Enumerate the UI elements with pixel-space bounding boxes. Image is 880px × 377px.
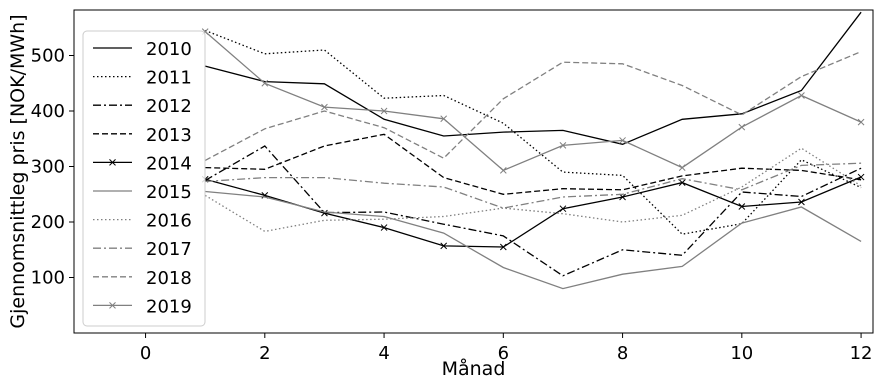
ticks-layer: 0 2 4 6 8 10 12 100 200 300 400 500 (31, 46, 873, 364)
data-point-2019 (321, 103, 328, 111)
data-point-2014 (380, 224, 388, 231)
data-point-2014 (499, 243, 507, 251)
legend-label: 2017 (146, 239, 192, 260)
series-line-2011 (204, 29, 862, 235)
legend-entry: 2012 (93, 96, 192, 117)
y-tick-label: 100 (31, 268, 65, 289)
data-point-2019 (559, 142, 567, 149)
series-line-2019 (204, 31, 862, 172)
x-tick-label: 8 (617, 343, 628, 364)
series-line-2018 (204, 51, 862, 161)
data-point-2019 (798, 92, 805, 99)
legend-label: 2016 (146, 211, 192, 232)
series-line-2010 (205, 11, 862, 145)
series-line-2016 (204, 147, 862, 233)
x-tick-label: 6 (498, 343, 509, 364)
legend-entry: 2011 (93, 68, 192, 89)
series-layer (201, 11, 865, 290)
data-point-2019 (261, 79, 269, 87)
series-line-2012 (204, 145, 862, 277)
legend-label: 2015 (146, 182, 192, 203)
x-tick-label: 4 (378, 343, 389, 364)
y-tick-label: 200 (31, 212, 65, 233)
legend: 2010 2011 2012 2013 2014 2015 2016 2017 2018 2019 (82, 30, 206, 327)
legend-entry: 2018 (93, 268, 192, 289)
legend-marker (109, 302, 116, 309)
legend-label: 2012 (146, 96, 192, 117)
x-tick-label: 10 (730, 343, 753, 364)
data-point-2014 (559, 205, 567, 213)
legend-entry: 2014 (93, 153, 192, 174)
legend-label: 2014 (146, 153, 192, 174)
data-point-2019 (440, 115, 448, 123)
series-line-2013 (205, 133, 862, 195)
data-point-2019 (380, 107, 388, 115)
plot-area-frame (73, 9, 874, 334)
x-tick-label: 0 (140, 343, 151, 364)
data-point-2019 (619, 137, 626, 144)
data-point-2014 (857, 173, 865, 181)
legend-marker (109, 159, 116, 166)
data-point-2019 (738, 123, 746, 131)
data-point-2014 (738, 203, 746, 210)
legend-label: 2011 (146, 68, 192, 89)
legend-entry: 2015 (93, 182, 192, 203)
series-line-2015 (205, 190, 862, 290)
data-point-2019 (678, 164, 686, 171)
data-point-2014 (440, 242, 448, 250)
data-point-2019 (857, 118, 865, 126)
data-point-2019 (499, 167, 507, 174)
data-point-2014 (678, 179, 686, 186)
legend-entry: 2010 (93, 39, 192, 60)
legend-label: 2019 (146, 296, 192, 317)
y-tick-label: 300 (31, 157, 65, 178)
series-line-2017 (205, 162, 862, 209)
legend-entry: 2017 (93, 239, 192, 260)
y-axis-label: Gjennomsnittleg pris [NOK/MWh] (7, 14, 29, 328)
legend-entry: 2016 (93, 211, 192, 232)
x-tick-label: 2 (259, 343, 270, 364)
legend-entry: 2019 (93, 296, 192, 317)
legend-entry: 2013 (93, 125, 192, 146)
y-tick-label: 400 (31, 101, 65, 122)
x-tick-label: 12 (850, 343, 873, 364)
legend-label: 2010 (146, 39, 192, 60)
y-tick-label: 500 (31, 46, 65, 67)
legend-label: 2013 (146, 125, 192, 146)
data-point-2014 (798, 198, 805, 206)
series-group (201, 11, 865, 290)
x-axis-label: Månad (442, 357, 506, 377)
legend-label: 2018 (146, 268, 192, 289)
